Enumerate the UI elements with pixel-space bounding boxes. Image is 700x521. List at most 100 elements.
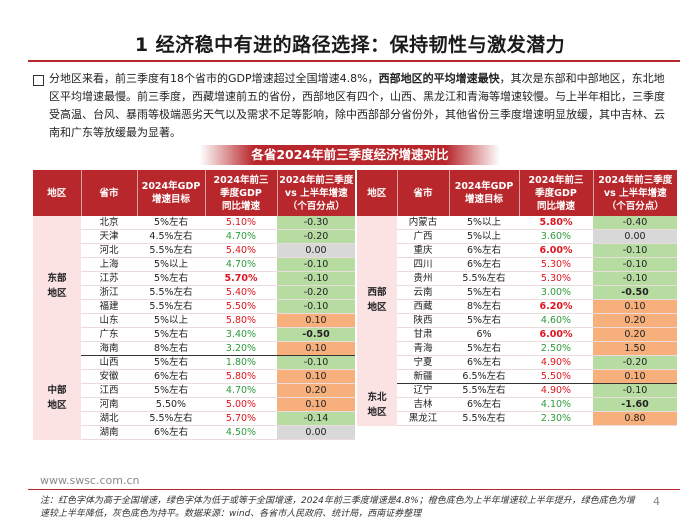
- province-cell: 辽宁: [397, 383, 449, 398]
- change-cell: -0.10: [277, 271, 355, 286]
- province-cell: 浙江: [81, 285, 137, 300]
- table-row: 陕西 5%左右 4.60% 0.20: [357, 313, 677, 328]
- province-cell: 天津: [81, 229, 137, 244]
- growth-cell: 5.70%: [205, 411, 277, 426]
- province-cell: 吉林: [397, 397, 449, 412]
- change-cell: 0.10: [593, 369, 677, 384]
- change-cell: 1.50: [593, 341, 677, 356]
- growth-cell: 4.70%: [205, 383, 277, 398]
- change-cell: 0.10: [277, 341, 355, 356]
- header-cell: 地区: [33, 170, 81, 216]
- province-cell: 西藏: [397, 299, 449, 314]
- table-row: 东北 地区 辽宁 5.5%左右 4.90% -0.10: [357, 383, 677, 426]
- table-row: 天津 4.5%左右 4.70% -0.20: [33, 229, 355, 244]
- change-cell: 0.10: [277, 397, 355, 412]
- change-cell: 0.20: [593, 313, 677, 328]
- target-cell: 5.5%左右: [449, 271, 519, 286]
- change-cell: -0.10: [277, 257, 355, 272]
- province-cell: 湖南: [81, 425, 137, 440]
- province-cell: 北京: [81, 216, 137, 230]
- target-cell: 5%以上: [137, 257, 205, 272]
- header-cell: 2024年前三季度 vs 上半年增速 （个百分点）: [276, 170, 355, 216]
- growth-cell: 4.70%: [205, 257, 277, 272]
- table-row: 甘肃 6% 6.00% 0.20: [357, 327, 677, 342]
- table-row: 青海 5%左右 2.50% 1.50: [357, 341, 677, 356]
- target-cell: 5%左右: [449, 341, 519, 356]
- change-cell: 0.00: [277, 243, 355, 258]
- summary-paragraph: 分地区来看，前三季度有18个省市的GDP增速超过全国增速4.8%，西部地区的平均…: [49, 70, 669, 142]
- target-cell: 5%左右: [137, 327, 205, 342]
- growth-cell: 5.40%: [205, 285, 277, 300]
- table-row: 安徽 6%左右 5.80% 0.10: [33, 369, 355, 384]
- table-row: 江西 5%左右 4.70% 0.20: [33, 383, 355, 398]
- table-row: 河南 5.50% 5.00% 0.10: [33, 397, 355, 412]
- target-cell: 5%左右: [449, 285, 519, 300]
- table-header-row: 地区 省市 2024年GDP 增速目标 2024年前三 季度GDP 同比增速 2024年前三季…: [33, 170, 355, 216]
- table-row: 重庆 6%左右 6.00% -0.10: [357, 243, 677, 258]
- growth-cell: 6.20%: [519, 299, 593, 314]
- change-cell: -0.10: [277, 299, 355, 314]
- table-row: 四川 6%左右 5.30% -0.10: [357, 257, 677, 272]
- growth-cell: 3.60%: [519, 229, 593, 244]
- province-cell: 广西: [397, 229, 449, 244]
- footnote: 注：红色字体为高于全国增速，绿色字体为低于或等于全国增速，2024年前三季度增速…: [40, 496, 635, 519]
- growth-cell: 5.80%: [205, 369, 277, 384]
- target-cell: 5%以上: [449, 229, 519, 244]
- growth-cell: 5.10%: [205, 216, 277, 230]
- province-cell: 湖北: [81, 411, 137, 426]
- table-row: 西藏 8%左右 6.20% 0.10: [357, 299, 677, 314]
- growth-cell: 3.00%: [519, 285, 593, 300]
- table-row: 河北 5.5%左右 5.40% 0.00: [33, 243, 355, 258]
- province-cell: 四川: [397, 257, 449, 272]
- target-cell: 5%以上: [449, 216, 519, 230]
- target-cell: 6%左右: [137, 425, 205, 440]
- province-cell: 重庆: [397, 243, 449, 258]
- change-cell: -0.10: [593, 257, 677, 272]
- change-cell: -0.50: [593, 285, 677, 300]
- change-cell: 0.20: [593, 327, 677, 342]
- province-cell: 河南: [81, 397, 137, 412]
- change-cell: 0.80: [593, 411, 677, 426]
- change-cell: -0.50: [277, 327, 355, 342]
- province-cell: 宁夏: [397, 355, 449, 370]
- province-cell: 黑龙江: [397, 411, 449, 426]
- right-growth-table: 地区 省市 2024年GDP 增速目标 2024年前三 季度GDP 同比增速 2024年前三季…: [357, 170, 677, 426]
- target-cell: 5.5%左右: [449, 411, 519, 426]
- table-row: 广东 5%左右 3.40% -0.50: [33, 327, 355, 342]
- change-cell: 0.00: [593, 229, 677, 244]
- province-cell: 新疆: [397, 369, 449, 384]
- target-cell: 6%左右: [449, 397, 519, 412]
- growth-cell: 4.10%: [519, 397, 593, 412]
- change-cell: -0.10: [277, 355, 355, 370]
- growth-cell: 4.50%: [205, 425, 277, 440]
- province-cell: 陕西: [397, 313, 449, 328]
- header-cell: 地区: [357, 170, 397, 216]
- province-cell: 山西: [81, 355, 137, 370]
- footer-website[interactable]: www.swsc.com.cn: [40, 474, 140, 487]
- change-cell: -0.30: [277, 216, 355, 230]
- growth-cell: 4.90%: [519, 355, 593, 370]
- target-cell: 5%左右: [137, 216, 205, 230]
- table-row: 黑龙江 5.5%左右 2.30% 0.80: [357, 411, 677, 426]
- target-cell: 5.50%: [137, 397, 205, 412]
- target-cell: 5.5%左右: [449, 383, 519, 398]
- table-title-banner: 各省2024年前三季度经济增速对比: [200, 145, 500, 165]
- region-label: 西部 地区: [357, 216, 397, 384]
- growth-cell: 6.00%: [519, 327, 593, 342]
- paragraph-text: ，其次是东部和中部地区，东北地区平均增速最慢。前三季度，西藏增速前五的省份，西部…: [49, 72, 665, 139]
- change-cell: 0.10: [593, 299, 677, 314]
- table-row: 上海 5%以上 4.70% -0.10: [33, 257, 355, 272]
- change-cell: 0.10: [277, 369, 355, 384]
- growth-cell: 5.30%: [519, 257, 593, 272]
- table-row: 山东 5%以上 5.80% 0.10: [33, 313, 355, 328]
- paragraph-text: 分地区来看，前三季度有18个省市的GDP增速超过全国增速4.8%，: [49, 72, 379, 85]
- target-cell: 6%左右: [449, 257, 519, 272]
- province-cell: 内蒙古: [397, 216, 449, 230]
- target-cell: 8%左右: [449, 299, 519, 314]
- province-cell: 福建: [81, 299, 137, 314]
- province-cell: 安徽: [81, 369, 137, 384]
- growth-cell: 5.80%: [519, 216, 593, 230]
- table-row: 海南 8%左右 3.20% 0.10: [33, 341, 355, 356]
- header-cell: 2024年前三 季度GDP 同比增速: [204, 170, 277, 216]
- target-cell: 6%左右: [449, 355, 519, 370]
